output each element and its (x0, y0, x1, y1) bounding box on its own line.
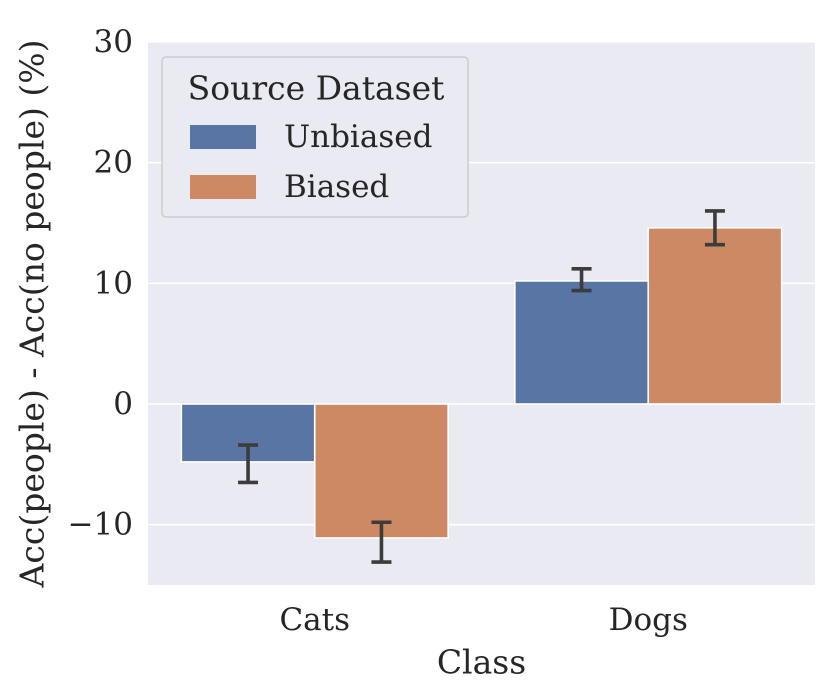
y-tick-labels: −10 0 10 20 30 (68, 24, 133, 543)
x-axis-label: Class (437, 643, 526, 682)
y-tick-label: −10 (68, 507, 133, 543)
legend-label-biased: Biased (284, 169, 389, 205)
error-bar (704, 209, 725, 247)
bar-biased-cats (313, 403, 449, 539)
x-tick-label: Dogs (609, 602, 688, 638)
legend: Source Dataset Unbiased Biased (161, 56, 469, 218)
error-bar (238, 443, 259, 485)
error-bars (238, 209, 725, 564)
legend-label-unbiased: Unbiased (284, 119, 432, 155)
legend-swatch-unbiased (190, 125, 256, 149)
y-tick-label: 0 (113, 386, 133, 422)
x-tick-label: Cats (279, 602, 350, 638)
x-tick-labels: Cats Dogs (279, 602, 687, 638)
legend-swatch-biased (190, 175, 256, 199)
y-tick-label: 20 (94, 145, 133, 181)
y-axis-label: Acc(people) - Acc(no people) (%) (13, 40, 52, 589)
bars (180, 227, 783, 539)
legend-title: Source Dataset (188, 69, 445, 108)
bar-unbiased-dogs (514, 280, 650, 405)
error-bar (371, 520, 392, 564)
y-tick-label: 10 (94, 265, 133, 301)
error-bar (571, 267, 592, 293)
y-tick-label: 30 (94, 24, 133, 60)
bar-biased-dogs (647, 227, 783, 405)
